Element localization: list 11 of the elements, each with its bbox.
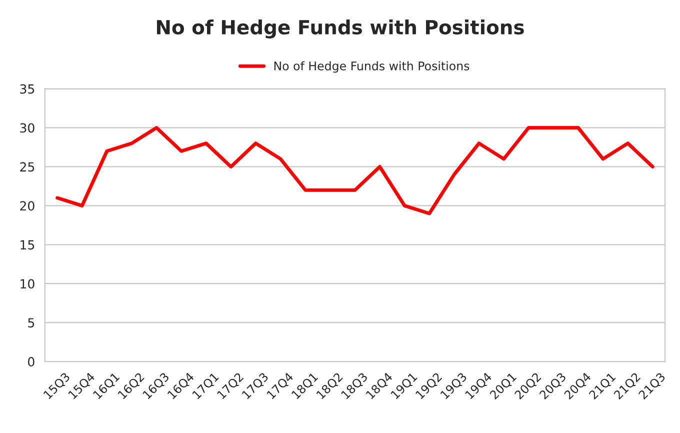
y-tick-label: 0 bbox=[28, 357, 34, 366]
y-tick-label: 10 bbox=[20, 279, 34, 289]
y-tick-label: 5 bbox=[28, 318, 34, 328]
chart-title: No of Hedge Funds with Positions bbox=[156, 19, 524, 38]
y-tick-label: 15 bbox=[20, 240, 34, 250]
y-tick-label: 25 bbox=[20, 162, 34, 172]
y-tick-label: 30 bbox=[20, 123, 34, 133]
legend-label: No of Hedge Funds with Positions bbox=[274, 61, 470, 73]
y-tick-label: 35 bbox=[20, 84, 34, 94]
y-tick-label: 20 bbox=[20, 201, 34, 211]
line-series bbox=[56, 126, 654, 216]
